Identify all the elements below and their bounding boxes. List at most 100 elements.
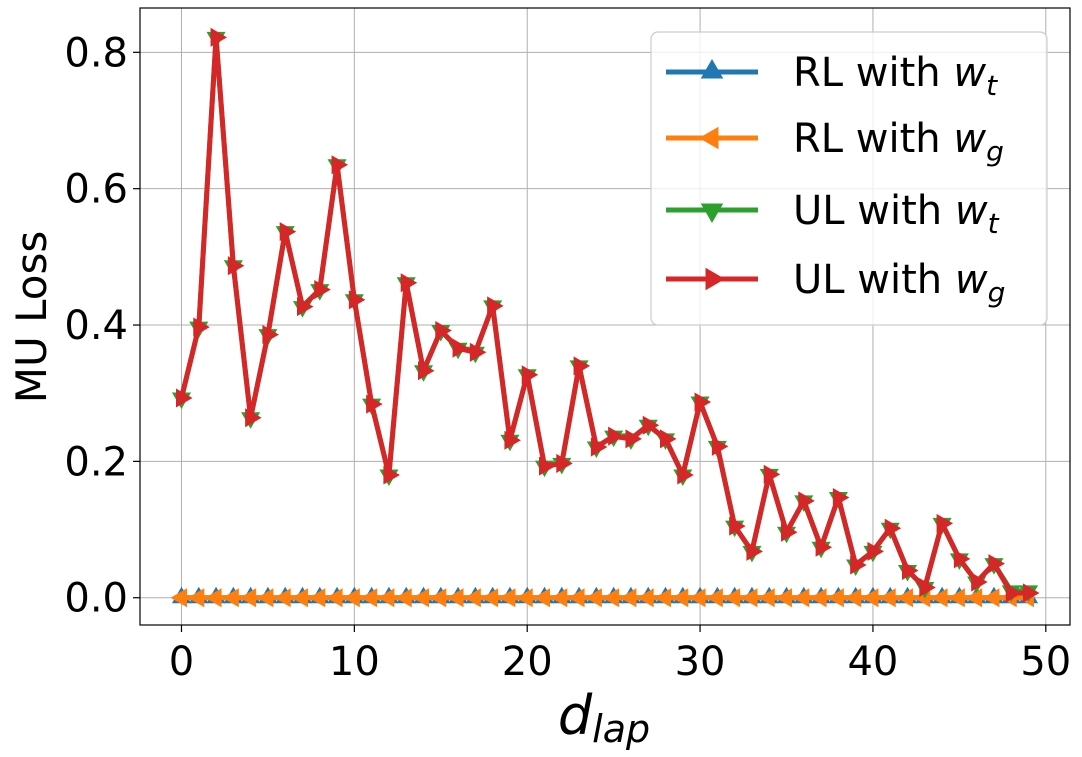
legend-marker [700,203,724,223]
legend-item: RL with wt [666,50,998,102]
data-point [539,456,556,476]
data-point [844,588,862,608]
data-point [758,588,775,608]
legend-box [650,31,1048,326]
data-point [568,588,585,608]
data-point [781,522,798,542]
data-point [400,273,418,293]
data-point [210,27,228,47]
x-tick-label: 40 [847,639,898,685]
data-point [170,588,187,608]
data-point [706,588,723,608]
data-point [556,453,573,473]
data-point [740,588,758,608]
x-axis-label: dlap [558,684,650,751]
data-point [602,588,620,608]
data-point [642,415,660,435]
data-point [965,588,983,608]
data-point [516,588,533,608]
x-tick-label: 10 [329,639,380,685]
data-point [810,588,827,608]
data-point [608,426,625,446]
data-point [689,588,706,608]
data-point [395,588,412,608]
data-point [498,588,516,608]
data-point [227,256,245,276]
data-point [677,465,694,485]
data-point [867,541,884,561]
data-point [550,588,568,608]
axis-ticks: 0 10 20 30 40 50 0.0 0.2 0.4 0.6 0.8 [64,30,1071,685]
data-point [296,297,314,317]
data-point [637,588,654,608]
data-point [383,465,400,485]
legend-item: UL with wg [666,257,1005,309]
data-point [279,222,297,242]
y-tick-label: 0.8 [64,30,128,76]
data-point [222,588,239,608]
data-point [360,588,378,608]
x-tick-label: 0 [169,639,194,685]
data-point [861,588,879,608]
data-point [792,588,810,608]
y-tick-label: 0.2 [64,439,128,485]
data-point [205,588,222,608]
data-point [504,430,521,450]
data-point [902,560,919,580]
data-point [953,549,971,569]
data-point [343,588,360,608]
legend-marker [705,267,725,291]
data-point [417,361,435,381]
data-point [187,588,205,608]
data-point [919,577,936,598]
data-point [775,588,793,608]
data-point [884,518,902,538]
data-point [262,325,279,345]
y-tick-label: 0.0 [64,576,128,622]
data-point [447,588,464,608]
legend-label: RL with wg [793,116,1004,168]
series-group [170,27,1040,608]
data-point [948,588,965,608]
data-point [850,555,867,575]
x-axis-label-main: d [558,684,593,747]
legend-item: RL with wg [666,116,1004,168]
series-2 [170,588,1035,608]
legend-label: UL with wg [793,257,1005,309]
data-point [573,356,591,376]
data-point [590,437,608,457]
data-point [798,491,815,511]
data-point [429,588,447,608]
data-point [533,588,550,608]
data-point [832,487,850,508]
data-point [366,394,383,414]
data-point [521,365,539,385]
data-point [256,588,274,608]
data-point [1023,583,1040,603]
data-point [1005,583,1023,603]
data-point [815,537,833,557]
data-point [239,588,257,608]
plot-frame [139,7,1071,626]
data-point [469,342,487,362]
data-point [585,588,602,608]
data-point [660,429,677,449]
data-point [412,588,429,608]
data-point [435,320,452,340]
data-point [988,554,1005,574]
data-point [763,464,781,484]
data-point [746,541,763,561]
data-point [654,588,671,608]
data-point [671,588,689,608]
legend-marker [700,59,724,79]
data-point [291,588,308,608]
x-axis-label-sub: lap [592,707,650,751]
data-point [879,588,896,608]
data-point [464,588,481,608]
data-point [723,588,741,608]
legend-label: RL with wt [793,50,998,102]
y-tick-label: 0.6 [64,167,128,213]
data-point [452,338,470,358]
data-point [827,588,844,608]
